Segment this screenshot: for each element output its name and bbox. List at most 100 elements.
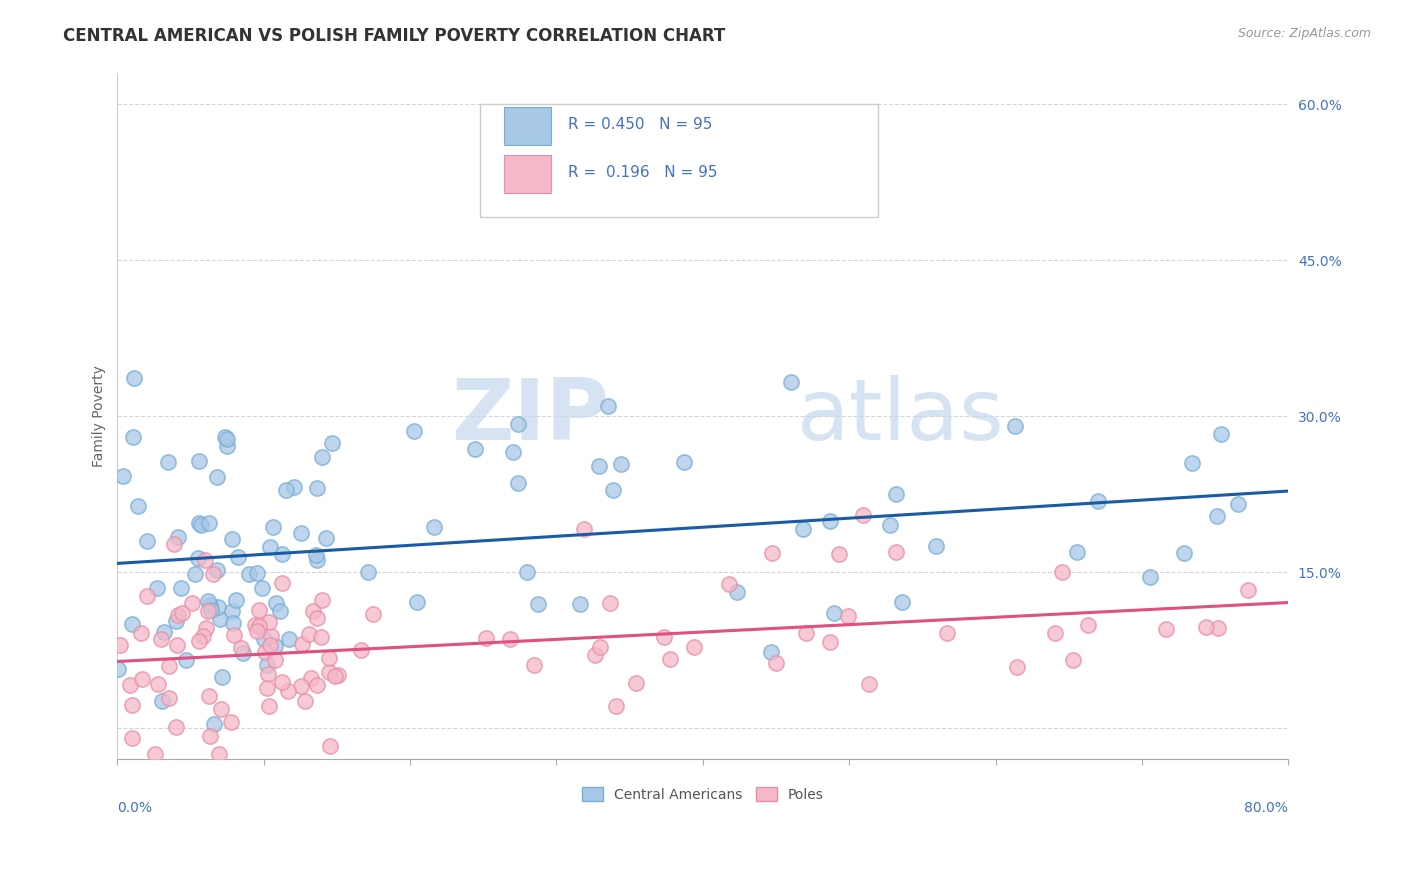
Point	[935, 625, 957, 640]
Point	[200, 602, 222, 616]
Point	[602, 483, 624, 498]
Point	[605, 698, 627, 713]
Point	[305, 548, 328, 562]
Point	[527, 597, 550, 611]
Point	[122, 370, 145, 384]
Point	[890, 595, 912, 609]
Point	[315, 532, 337, 546]
Point	[219, 715, 242, 730]
Point	[1043, 626, 1066, 640]
Point	[1206, 508, 1229, 523]
Point	[257, 615, 280, 629]
Point	[221, 603, 243, 617]
Point	[225, 593, 247, 607]
Point	[187, 454, 209, 468]
Point	[207, 599, 229, 614]
Point	[585, 648, 607, 662]
Point	[718, 576, 741, 591]
Point	[264, 596, 287, 610]
Point	[262, 519, 284, 533]
Point	[319, 739, 342, 753]
Point	[217, 432, 239, 446]
Point	[1156, 622, 1178, 636]
Point	[1066, 545, 1088, 559]
Text: ZIP: ZIP	[451, 375, 609, 458]
Point	[229, 641, 252, 656]
Point	[167, 530, 190, 544]
Point	[828, 547, 851, 561]
Point	[253, 632, 276, 647]
Point	[247, 603, 270, 617]
Point	[837, 608, 859, 623]
Y-axis label: Family Poverty: Family Poverty	[93, 365, 107, 467]
Point	[246, 566, 269, 581]
Point	[271, 547, 294, 561]
Point	[121, 617, 143, 632]
Point	[202, 717, 225, 731]
Point	[188, 516, 211, 530]
Point	[794, 625, 817, 640]
Point	[761, 645, 783, 659]
FancyBboxPatch shape	[503, 155, 551, 193]
Point	[294, 694, 316, 708]
Point	[357, 565, 380, 579]
Point	[276, 483, 298, 497]
Point	[270, 675, 292, 690]
Point	[1195, 620, 1218, 634]
Point	[879, 518, 901, 533]
Point	[283, 480, 305, 494]
Point	[858, 677, 880, 691]
Text: Source: ZipAtlas.com: Source: ZipAtlas.com	[1237, 27, 1371, 40]
Point	[172, 606, 194, 620]
Point	[318, 651, 340, 665]
Point	[1209, 427, 1232, 442]
Point	[652, 630, 675, 644]
Point	[884, 487, 907, 501]
Point	[205, 563, 228, 577]
Point	[198, 689, 221, 703]
Point	[1004, 418, 1026, 433]
Point	[683, 640, 706, 655]
Point	[107, 662, 129, 676]
Point	[166, 638, 188, 652]
Point	[350, 643, 373, 657]
Point	[1052, 566, 1074, 580]
Point	[152, 694, 174, 708]
Point	[522, 658, 544, 673]
Point	[156, 455, 179, 469]
Point	[148, 676, 170, 690]
Point	[406, 595, 429, 609]
Point	[226, 550, 249, 565]
Point	[572, 522, 595, 536]
Point	[256, 666, 278, 681]
Point	[232, 646, 254, 660]
Point	[256, 681, 278, 695]
Point	[184, 566, 207, 581]
Point	[1206, 621, 1229, 635]
Point	[464, 442, 486, 457]
Point	[238, 566, 260, 581]
Point	[157, 659, 180, 673]
Point	[221, 616, 243, 631]
Point	[309, 631, 332, 645]
Point	[311, 450, 333, 464]
Point	[792, 523, 814, 537]
Point	[423, 520, 446, 534]
Point	[599, 596, 621, 610]
Point	[165, 721, 187, 735]
Point	[256, 658, 278, 673]
Point	[277, 632, 299, 647]
Point	[779, 375, 801, 389]
Point	[311, 592, 333, 607]
Point	[499, 632, 522, 646]
Point	[1062, 653, 1084, 667]
Point	[516, 566, 538, 580]
Point	[205, 470, 228, 484]
Point	[194, 552, 217, 566]
Point	[305, 611, 328, 625]
Point	[818, 635, 841, 649]
Point	[194, 621, 217, 635]
Point	[1077, 617, 1099, 632]
Point	[884, 545, 907, 559]
Point	[1173, 546, 1195, 560]
